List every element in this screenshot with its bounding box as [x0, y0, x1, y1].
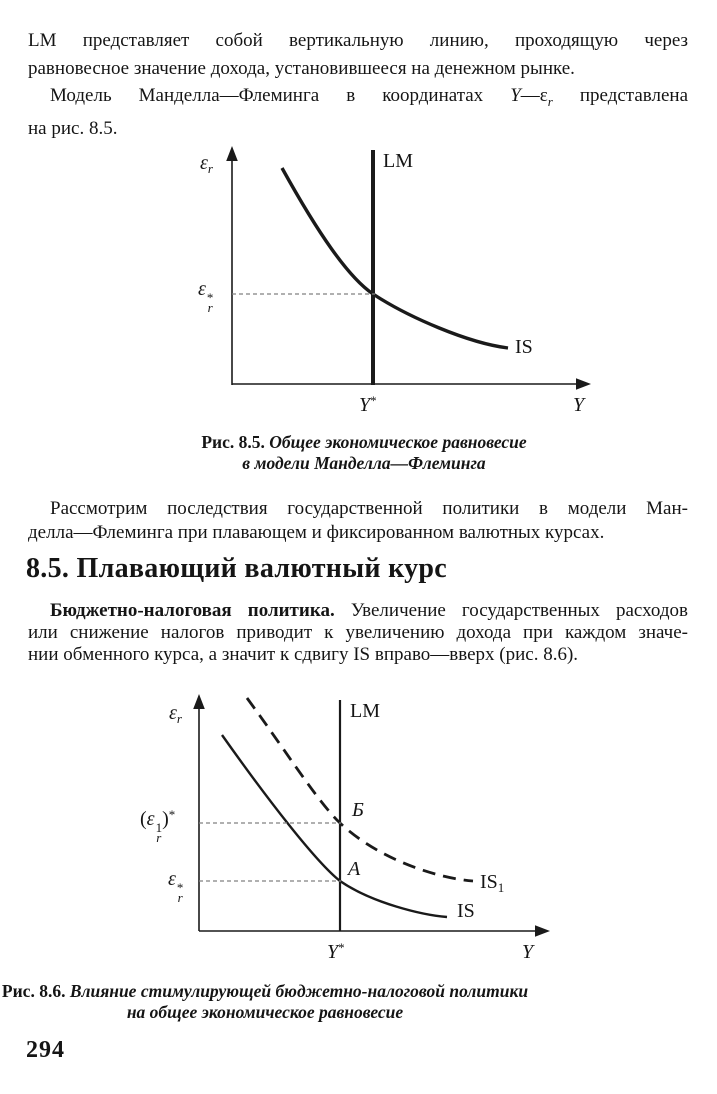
is-curve — [280, 167, 509, 350]
fig2-epsilon-axis-label: εr — [169, 702, 182, 726]
figure-8-5-plot — [226, 146, 591, 390]
body-text-line: Рассмотрим последствия государственной п… — [50, 498, 688, 519]
fig1-equilibrium-income-label: Y* — [359, 393, 377, 416]
body-text-line: делла—Флеминга при плавающем и фиксирова… — [28, 521, 605, 543]
fig2-equilibrium-income-label: Y* — [327, 940, 345, 963]
fig2-lm-label: LM — [350, 700, 380, 722]
body-text-line: или снижение налогов приводит к увеличен… — [28, 622, 688, 643]
body-text-line: LM представляет собой вертикальную линию… — [28, 30, 688, 51]
figure-8-5: εr LM ε * r IS Y* Y — [140, 145, 610, 416]
intro-paragraphs: LM представляет собой вертикальную линию… — [28, 27, 688, 143]
fiscal-policy-paragraph: Бюджетно-налоговая политика. Увеличение … — [28, 600, 688, 666]
fig2-new-rate-label: (ε 1 r)* — [140, 807, 176, 845]
y-axis-arrow-icon — [193, 694, 205, 709]
policy-paragraph: Рассмотрим последствия государственной п… — [28, 497, 688, 544]
is-curve — [221, 734, 448, 919]
page-number: 294 — [26, 1037, 65, 1063]
fig1-is-label: IS — [515, 336, 533, 358]
figure-8-6-plot — [193, 694, 550, 937]
fig2-is1-label: IS1 — [480, 871, 505, 895]
section-heading: 8.5. Плавающий валютный курс — [26, 553, 448, 584]
fig2-point-b-label: Б — [352, 799, 364, 821]
fig2-is-label: IS — [457, 900, 475, 922]
fig2-point-a-label: A — [348, 858, 361, 880]
figure-8-6-caption: Рис. 8.6. Влияние стимулирующей бюджетно… — [1, 981, 529, 1022]
y-axis-arrow-icon — [226, 146, 238, 161]
fig1-equilibrium-rate-label: ε * r — [198, 278, 214, 315]
fig1-epsilon-axis-label: εr — [200, 152, 213, 176]
body-text-line: Бюджетно-налоговая политика. Увеличение … — [50, 600, 688, 621]
body-text-line: Модель Манделла—Флеминга в координатах Y… — [50, 85, 689, 109]
body-text-line: равновесное значение дохода, установивше… — [28, 57, 575, 79]
is1-curve — [245, 697, 474, 883]
fig1-y-variable-label: Y — [573, 394, 585, 416]
fig2-y-variable-label: Y — [522, 941, 534, 963]
fig2-old-rate-label: ε * r — [168, 868, 184, 905]
x-axis-arrow-icon — [576, 378, 591, 390]
figure-8-5-caption: Рис. 8.5. Общее экономическое равновесие… — [201, 432, 527, 473]
x-axis-arrow-icon — [535, 925, 550, 937]
figure-8-6: εr LM (ε 1 r)* ε * r Б A IS1 IS Y* Y — [130, 692, 590, 972]
fig1-lm-label: LM — [383, 150, 413, 172]
body-text-line: на рис. 8.5. — [28, 118, 118, 140]
body-text-line: нии обменного курса, а значит к сдвигу I… — [28, 644, 579, 665]
